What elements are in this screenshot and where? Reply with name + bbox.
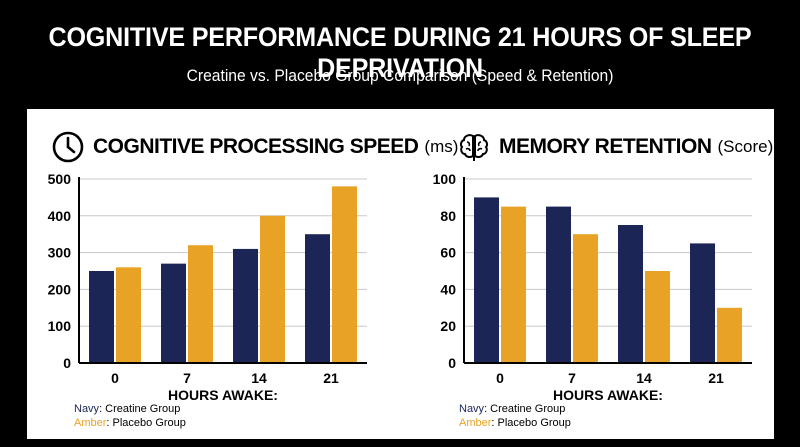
speed-bar-placebo bbox=[116, 267, 141, 363]
memory-chart-legend: Navy: Creatine Group Amber: Placebo Grou… bbox=[459, 402, 571, 430]
speed-bar-placebo bbox=[188, 245, 213, 363]
y-tick-label: 300 bbox=[48, 245, 72, 261]
speed-bar-creatine bbox=[161, 263, 186, 363]
memory-chart-unit: (Score) bbox=[717, 137, 774, 156]
legend-navy-text: : Creatine Group bbox=[484, 403, 566, 415]
memory-bar-placebo bbox=[573, 234, 598, 363]
y-tick-label: 0 bbox=[448, 355, 456, 371]
legend-navy-word: Navy bbox=[74, 403, 100, 415]
legend-navy-text: : Creatine Group bbox=[99, 403, 181, 415]
speed-bar-placebo bbox=[260, 215, 285, 363]
clock-icon bbox=[52, 131, 84, 163]
y-tick-label: 80 bbox=[440, 208, 456, 224]
memory-chart-title: MEMORY RETENTION bbox=[499, 135, 712, 158]
memory-bar-creatine bbox=[474, 197, 499, 363]
speed-chart-legend: Navy: Creatine Group Amber: Placebo Grou… bbox=[74, 402, 186, 430]
speed-bar-creatine bbox=[305, 234, 330, 363]
memory-bar-creatine bbox=[690, 243, 715, 363]
y-tick-label: 20 bbox=[440, 318, 456, 334]
speed-bar-chart: 0 100 200 300 400 500 0 7 14 21 HOURS AWAKE: bbox=[48, 171, 367, 403]
x-tick-label: 0 bbox=[111, 370, 119, 386]
memory-bar-creatine bbox=[546, 206, 571, 363]
speed-bar-creatine bbox=[89, 271, 114, 363]
y-tick-label: 40 bbox=[440, 281, 456, 297]
x-tick-label: 21 bbox=[708, 370, 724, 386]
legend-item-placebo: Amber: Placebo Group bbox=[74, 416, 186, 430]
y-tick-label: 60 bbox=[440, 245, 456, 261]
y-tick-label: 0 bbox=[63, 355, 71, 371]
brain-icon bbox=[459, 134, 489, 161]
y-tick-label: 400 bbox=[48, 208, 72, 224]
legend-amber-word: Amber bbox=[459, 417, 492, 429]
y-tick-label: 100 bbox=[433, 171, 457, 187]
legend-amber-text: : Placebo Group bbox=[491, 417, 571, 429]
x-tick-label: 21 bbox=[323, 370, 339, 386]
memory-bar-placebo bbox=[717, 307, 742, 363]
memory-bar-placebo bbox=[645, 271, 670, 363]
speed-chart-unit: (ms) bbox=[424, 137, 459, 156]
speed-chart-header: COGNITIVE PROCESSING SPEED (ms) bbox=[51, 127, 458, 167]
y-tick-label: 100 bbox=[48, 318, 72, 334]
page-subtitle: Creatine vs. Placebo Group Comparison (S… bbox=[186, 66, 614, 85]
y-tick-label: 200 bbox=[48, 281, 72, 297]
legend-item-placebo: Amber: Placebo Group bbox=[459, 416, 571, 430]
page-title: COGNITIVE PERFORMANCE DURING 21 HOURS OF… bbox=[48, 22, 752, 83]
x-tick-label: 7 bbox=[568, 370, 576, 386]
memory-bar-chart: 0 20 40 60 80 100 0 7 14 21 HOURS AWAKE: bbox=[433, 171, 752, 403]
x-tick-label: 14 bbox=[636, 370, 652, 386]
legend-item-creatine: Navy: Creatine Group bbox=[459, 402, 571, 416]
legend-amber-text: : Placebo Group bbox=[106, 417, 186, 429]
speed-bar-placebo bbox=[332, 186, 357, 363]
x-tick-label: 0 bbox=[496, 370, 504, 386]
charts-panel: COGNITIVE PROCESSING SPEED (ms) MEMORY R… bbox=[27, 109, 774, 439]
memory-bar-placebo bbox=[501, 206, 526, 363]
x-tick-label: 7 bbox=[183, 370, 191, 386]
legend-navy-word: Navy bbox=[459, 403, 485, 415]
legend-amber-word: Amber bbox=[74, 417, 107, 429]
memory-bar-creatine bbox=[618, 225, 643, 363]
speed-bar-creatine bbox=[233, 248, 258, 363]
memory-x-axis-label: HOURS AWAKE: bbox=[553, 387, 663, 403]
y-tick-label: 500 bbox=[48, 171, 72, 187]
x-tick-label: 14 bbox=[251, 370, 267, 386]
speed-x-axis-label: HOURS AWAKE: bbox=[168, 387, 278, 403]
legend-item-creatine: Navy: Creatine Group bbox=[74, 402, 186, 416]
memory-chart-header: MEMORY RETENTION (Score) bbox=[457, 127, 773, 167]
speed-chart-title: COGNITIVE PROCESSING SPEED bbox=[93, 135, 419, 158]
